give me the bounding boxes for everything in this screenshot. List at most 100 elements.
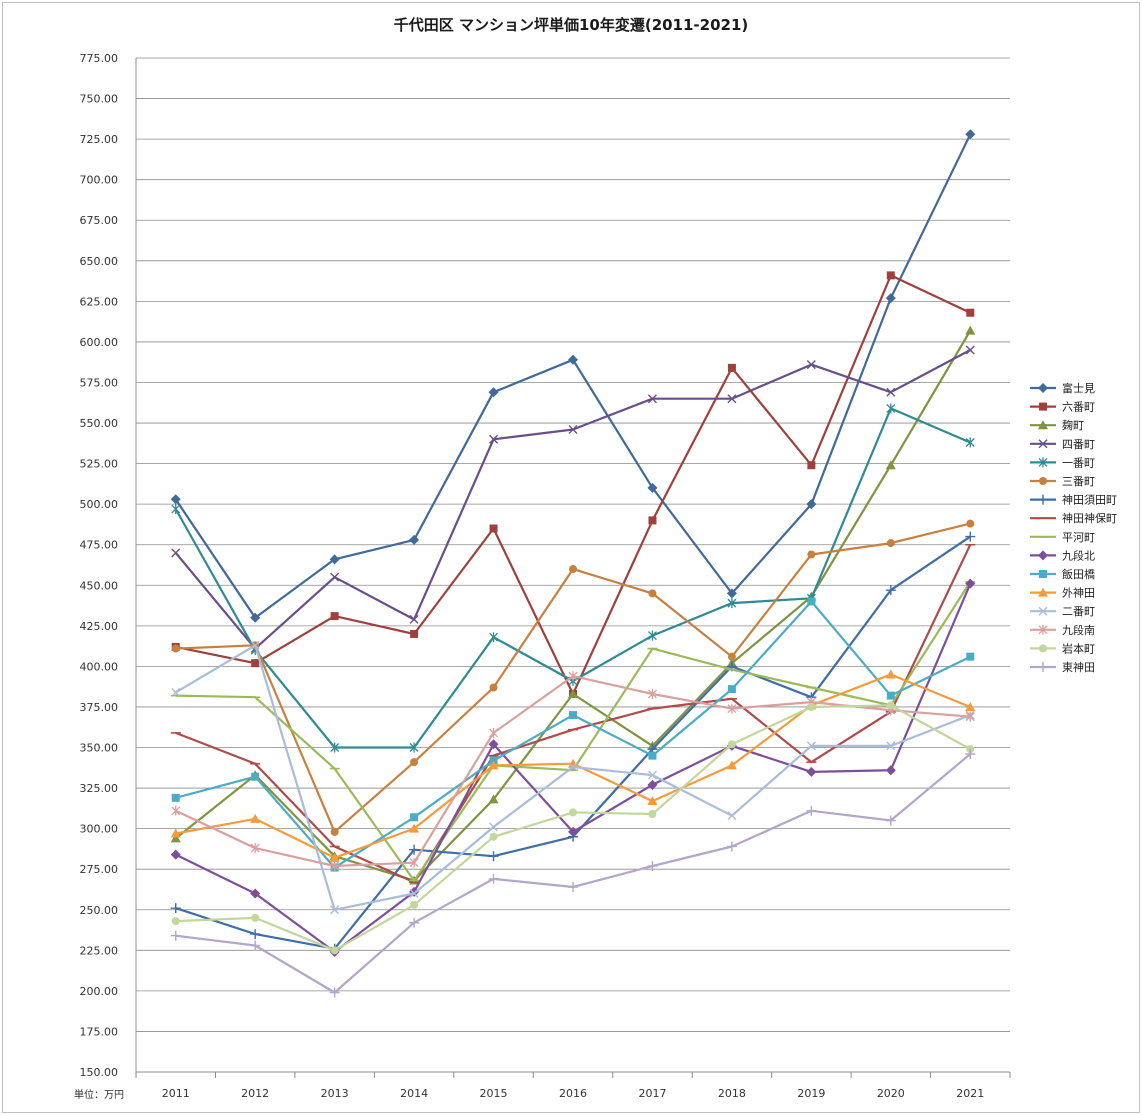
data-point (568, 688, 578, 698)
legend-marker (1038, 383, 1048, 393)
y-tick-label: 525.00 (80, 458, 119, 471)
y-tick-label: 675.00 (80, 214, 119, 227)
data-point (647, 779, 658, 790)
data-point (171, 793, 180, 802)
unit-label: 単位：万円 (74, 1090, 124, 1101)
data-point (647, 770, 657, 780)
legend-marker (1039, 644, 1047, 653)
data-point (330, 860, 340, 871)
legend-item: 六番町 (1030, 401, 1095, 414)
data-point (885, 669, 896, 679)
data-point (886, 691, 895, 700)
series-15 (171, 701, 975, 955)
data-point (409, 917, 420, 928)
legend-marker (1039, 402, 1047, 411)
data-point (409, 534, 420, 545)
y-tick-label: 300.00 (80, 823, 119, 836)
legend-label: 岩本町 (1062, 641, 1095, 655)
series-5 (171, 403, 975, 753)
series-line (175, 753, 972, 994)
x-tick-label: 2021 (956, 1087, 984, 1100)
x-tick-label: 2014 (400, 1087, 428, 1100)
data-point (170, 903, 181, 914)
series-lines (170, 129, 976, 998)
y-tick-label: 650.00 (80, 255, 119, 268)
y-tick-label: 200.00 (80, 985, 119, 998)
data-point (726, 588, 737, 599)
data-point (250, 940, 261, 951)
data-point (170, 930, 181, 941)
legend-marker (1038, 420, 1048, 430)
data-point (806, 766, 817, 777)
data-point (410, 813, 419, 822)
y-tick-label: 325.00 (80, 782, 119, 795)
y-tick-label: 250.00 (80, 904, 119, 917)
x-tick-label: 2019 (797, 1087, 825, 1100)
legend-marker (1038, 587, 1048, 597)
data-point (727, 740, 736, 749)
data-point (329, 554, 340, 565)
series-line (175, 274, 971, 696)
data-point (489, 683, 498, 692)
legend-item: 九段北 (1030, 548, 1095, 562)
legend-item: 飯田橋 (1030, 567, 1095, 581)
data-point (568, 354, 578, 365)
legend-label: 一番町 (1062, 456, 1095, 469)
data-point (489, 832, 498, 841)
legend-item: 平河町 (1030, 531, 1095, 544)
series-16 (170, 749, 976, 998)
data-point (647, 860, 658, 871)
y-tick-label: 500.00 (80, 498, 119, 511)
data-point (330, 742, 340, 753)
data-point (330, 827, 339, 836)
data-point (330, 572, 340, 582)
data-point (170, 494, 181, 505)
data-point (886, 387, 896, 397)
data-point (886, 403, 896, 414)
data-point (647, 394, 657, 404)
legend-marker (1038, 457, 1048, 468)
data-point (966, 652, 975, 661)
data-point (171, 644, 180, 653)
data-point (727, 363, 736, 372)
data-point (568, 671, 578, 682)
data-point (409, 742, 419, 753)
data-point (807, 597, 816, 606)
data-point (727, 685, 736, 694)
legend-label: 六番町 (1062, 401, 1095, 414)
x-tick-label: 2020 (877, 1087, 905, 1100)
data-point (965, 531, 976, 542)
data-point (965, 345, 975, 355)
data-point (885, 460, 896, 470)
data-point (726, 760, 737, 770)
data-point (807, 550, 816, 559)
x-axis: 2011 2012 2013 2014 2015 2016 2017 2018 2019 2020… (135, 1071, 1011, 1100)
data-point (171, 687, 181, 697)
legend-item: 神田須田町 (1030, 493, 1117, 507)
legend-item: 東神田 (1030, 660, 1095, 674)
data-point (488, 873, 499, 884)
x-tick-label: 2012 (241, 1087, 269, 1100)
data-point (727, 811, 737, 821)
data-point (727, 394, 737, 404)
data-point (806, 499, 817, 510)
data-point (250, 813, 261, 823)
y-tick-label: 775.00 (80, 52, 119, 65)
data-point (171, 548, 181, 558)
data-point (250, 640, 260, 650)
legend-label: 平河町 (1062, 531, 1095, 544)
data-point (409, 857, 419, 868)
legend-item: 九段南 (1030, 623, 1095, 637)
x-tick-label: 2015 (480, 1087, 508, 1100)
legend-label: 富士見 (1062, 381, 1095, 395)
data-point (806, 805, 817, 816)
data-point (648, 810, 657, 819)
data-point (329, 852, 340, 862)
data-point (250, 929, 261, 940)
data-point (885, 585, 896, 596)
series-4 (171, 345, 975, 654)
y-tick-label: 450.00 (80, 579, 119, 592)
data-point (727, 703, 737, 714)
legend-marker (1039, 477, 1047, 485)
